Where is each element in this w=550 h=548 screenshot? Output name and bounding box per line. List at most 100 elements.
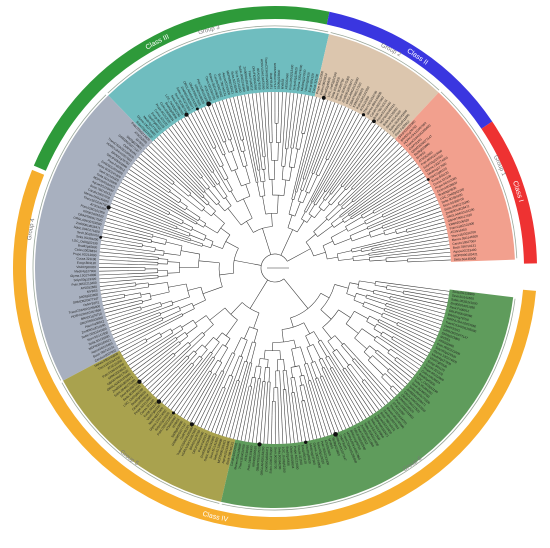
leaf-label: Sb09g023800 bbox=[277, 69, 281, 89]
leaf-label: Zm00001d011890 bbox=[450, 301, 475, 310]
bootstrap-dot bbox=[156, 399, 162, 404]
leaf-label: Seita.5G135900 bbox=[452, 290, 475, 297]
leaf-label: Pavir.Fa00912 bbox=[84, 319, 105, 329]
leaf-label: OBART06G17520 bbox=[78, 212, 103, 223]
leaf-label: Aqcoe2G219400 bbox=[221, 72, 231, 96]
leaf-label: TraesCS3A02G295600 bbox=[68, 304, 100, 315]
leaf-label: Aqcoe2G219400 bbox=[221, 440, 231, 464]
leaf-label: Sevir.5G141500 bbox=[234, 70, 242, 93]
leaf-label: Potri.018G101900 bbox=[449, 221, 475, 230]
leaf-label: LOC_Os02g52190 bbox=[281, 447, 286, 473]
leaf-label: Seita.9G384200 bbox=[441, 192, 464, 204]
leaf-label: Sb09g023800 bbox=[331, 437, 341, 457]
group-5-sector bbox=[63, 350, 236, 502]
leaf-label: Zm00001d028471 bbox=[264, 446, 269, 472]
bootstrap-dot bbox=[171, 411, 176, 415]
leaf-label: Glyma.13G274000 bbox=[296, 64, 303, 91]
bootstrap-dot bbox=[195, 107, 199, 111]
bootstrap-dot bbox=[257, 442, 262, 447]
leaf-label: Sobic.004G275300 bbox=[73, 225, 100, 234]
leaf-label: MDP0000183421 bbox=[216, 439, 227, 464]
class-ring bbox=[12, 6, 537, 531]
leaf-label: Bradi2g45830 bbox=[323, 77, 332, 97]
leaf-label: Zm00001d011890 bbox=[81, 323, 106, 335]
leaf-label: Bradi2g45830 bbox=[285, 446, 290, 466]
leaf-label: AT3G16350 bbox=[203, 85, 213, 102]
leaf-label: HORVU3Hr1G057660 bbox=[71, 308, 102, 319]
leaf-label: AT3G16350 bbox=[450, 227, 467, 234]
leaf-label: Bostr.7867s0131 bbox=[225, 441, 234, 465]
leaf-label: Zm00001d011890 bbox=[242, 66, 250, 91]
bootstrap-dot bbox=[426, 178, 430, 181]
leaf-label: ORGLA04G0153200 bbox=[260, 446, 266, 475]
leaf-label: Thecc1EG034700 bbox=[451, 230, 477, 238]
leaf-label: MYBS3 bbox=[171, 418, 180, 429]
leaf-label: Sevir.9G390700 bbox=[334, 78, 345, 100]
leaf-label: Carubv10027002 bbox=[229, 442, 238, 466]
leaf-label: Cucsa.321100 bbox=[311, 73, 319, 93]
leaf-label: Prupe.6G212000 bbox=[315, 70, 325, 94]
group-6-sector bbox=[221, 289, 514, 508]
bootstrap-dot bbox=[321, 95, 326, 100]
leaf-label: AT3G16350 bbox=[90, 202, 107, 211]
leaf-label: Vitvi07g00320 bbox=[76, 265, 96, 269]
leaf-label: MDP0000183421 bbox=[225, 70, 235, 95]
group-sectors bbox=[34, 28, 515, 508]
leaf-label: Thecc1EG034700 bbox=[238, 444, 246, 470]
leaf-label: Sevir.5G141500 bbox=[87, 330, 109, 342]
bootstrap-dot bbox=[189, 422, 194, 427]
leaf-label: GRMZM2G077147 bbox=[273, 63, 277, 89]
leaf-label: Seita.5G135900 bbox=[454, 257, 477, 262]
leaf-label: Glyma.13G274000 bbox=[70, 273, 96, 278]
leaf-label: Sobic.003G241600 bbox=[238, 65, 247, 92]
bootstrap-markers bbox=[99, 95, 430, 447]
leaf-label: Ciclev10028834 bbox=[319, 73, 329, 96]
leaf-label: MYBS3 bbox=[440, 335, 451, 343]
bootstrap-dot bbox=[304, 440, 308, 445]
bootstrap-dot bbox=[106, 205, 111, 210]
leaf-label: MYBS3 bbox=[415, 150, 426, 160]
leaf-label: Medtr4g127900 bbox=[74, 269, 96, 273]
bootstrap-dot bbox=[333, 431, 338, 437]
leaf-label: KRN02G06520 bbox=[251, 445, 257, 467]
leaf-label: Seita.5G135900 bbox=[213, 438, 224, 461]
group-1-ring bbox=[440, 91, 518, 259]
leaf-label: AT3G16350 bbox=[243, 444, 249, 461]
class-iii-arc bbox=[33, 6, 330, 171]
group-4-label: Group 4 bbox=[27, 217, 36, 240]
leaf-label: Pavir.Fa00912 bbox=[449, 305, 470, 313]
leaf-label: Bradi2g45830 bbox=[438, 186, 457, 198]
group-3-ring bbox=[107, 25, 329, 94]
leaf-label: Sb09g023800 bbox=[79, 292, 99, 299]
group-2-ring bbox=[330, 32, 440, 91]
leaf-label: Sb09g023800 bbox=[441, 331, 461, 342]
leaf-label: Vitvi07g00320 bbox=[304, 72, 311, 92]
leaf-label: MDP0000183421 bbox=[453, 252, 478, 258]
group-4-sector bbox=[34, 95, 153, 381]
leaf-label: Potri.005G213400 bbox=[320, 440, 330, 466]
leaf-label: AT3G16350 bbox=[359, 95, 371, 112]
leaf-label: Eucgr.B01120 bbox=[301, 445, 308, 465]
leaf-label: ORUFI03G02560 bbox=[79, 315, 104, 326]
leaf-label: Seita.9G384200 bbox=[330, 76, 341, 99]
group-4-ring bbox=[32, 94, 107, 381]
leaf-label: Cucsa.321100 bbox=[297, 445, 304, 465]
leaf-label: Potri.018G101900 bbox=[80, 204, 105, 216]
leaf-label: BRADI1g78750 bbox=[256, 68, 262, 90]
bootstrap-dot bbox=[137, 379, 142, 384]
leaf-label: LOC_Os02g52190 bbox=[72, 238, 98, 245]
leaf-label: Carubv10027002 bbox=[452, 239, 476, 246]
leaf-label: Ciclev10028834 bbox=[74, 247, 97, 253]
leaf-label: Prupe.6G212000 bbox=[73, 252, 97, 258]
leaf-label: Sobic.004G275300 bbox=[269, 447, 274, 474]
leaf-label: AT5G52660 bbox=[438, 338, 455, 348]
leaf-label: OsMYB1R1 bbox=[269, 73, 273, 90]
leaf-labels: Seita.5G135900Sevir.5G141500Sobic.003G24… bbox=[68, 57, 478, 475]
group-3-sector bbox=[108, 28, 329, 142]
leaf-label: Sobic.003G241600 bbox=[451, 297, 478, 306]
leaf-label: OBART06G17520 bbox=[255, 446, 261, 472]
leaf-label: OBART06G17520 bbox=[447, 213, 472, 223]
leaf-label: Eucgr.B01120 bbox=[307, 73, 315, 93]
leaf-label: Seita.9G384200 bbox=[277, 447, 282, 470]
bootstrap-dot bbox=[361, 113, 366, 117]
